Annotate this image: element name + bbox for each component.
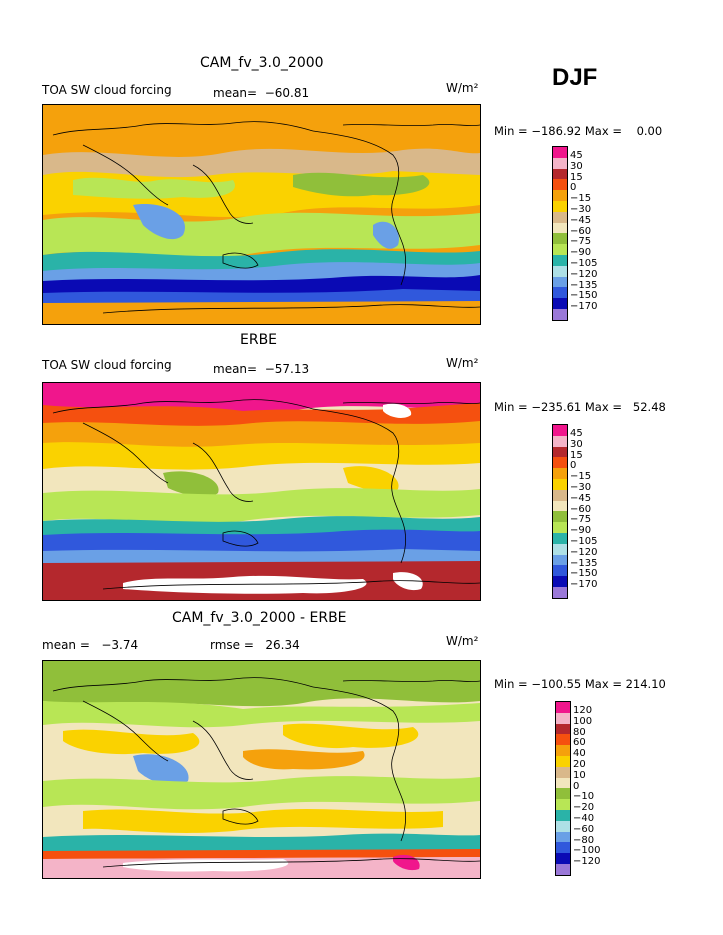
colorbar-tick: 0 [570,182,577,194]
colorbar-tick: −45 [570,492,592,504]
panel-2-colorbar-labels: 45 30 15 0 −15 −30 −45 −60 −75 −90 −105 … [570,428,598,591]
colorbar-tick: 100 [573,715,593,727]
colorbar-tick: 30 [570,438,583,450]
colorbar-tick: −30 [570,481,592,493]
colorbar-tick: −20 [573,802,595,814]
colorbar-tick: 0 [570,460,577,472]
panel-3-units: W/m² [446,634,479,648]
panel-1-colorbar [552,146,568,321]
colorbar-tick: −90 [570,525,592,537]
colorbar-tick: −150 [570,290,598,302]
colorbar-tick: −105 [570,535,598,547]
colorbar-tick: 15 [570,449,583,461]
panel-1-min-max: Min = −186.92 Max = 0.00 [494,124,663,138]
colorbar-tick: −10 [573,791,595,803]
colorbar-tick: −15 [570,471,592,483]
colorbar-tick: −60 [570,225,592,237]
panel-3-colorbar [555,701,571,876]
colorbar-tick: −75 [570,236,592,248]
panel-3-title: CAM_fv_3.0_2000 - ERBE [172,610,347,626]
colorbar-tick: 45 [570,150,583,161]
colorbar-tick: −60 [573,823,595,835]
colorbar-tick: 120 [573,705,593,716]
colorbar-tick: 80 [573,726,586,738]
colorbar-tick: 20 [573,758,586,770]
colorbar-tick: −120 [570,546,598,558]
colorbar-tick: −100 [573,845,601,857]
colorbar-tick: 15 [570,171,583,183]
panel-2-title: ERBE [240,332,278,348]
panel-3-rmse: rmse = 26.34 [210,638,300,652]
panel-2-min-max: Min = −235.61 Max = 52.48 [494,400,666,414]
panel-3-mean: mean = −3.74 [42,638,139,652]
panel-1-mean: mean= −60.81 [213,86,310,100]
panel-1-units: W/m² [446,81,479,95]
colorbar-tick: −60 [570,503,592,515]
colorbar-tick: 30 [570,160,583,172]
panel-1-field-label: TOA SW cloud forcing [42,83,172,97]
panel-1-map [42,104,481,325]
season-label: DJF [552,64,598,91]
colorbar-tick: 10 [573,769,586,781]
colorbar-tick: −105 [570,257,598,269]
panel-2-mean: mean= −57.13 [213,362,310,376]
colorbar-tick: −135 [570,557,598,569]
panel-3-map [42,660,481,879]
colorbar-tick: −30 [570,203,592,215]
colorbar-tick: 45 [570,428,583,439]
panel-2-units: W/m² [446,356,479,370]
colorbar-tick: −150 [570,568,598,580]
panel-3-colorbar-labels: 120 100 80 60 40 20 10 0 −10 −20 −40 −60… [573,705,601,868]
colorbar-tick: −120 [573,856,601,868]
colorbar-tick: 60 [573,737,586,749]
colorbar-tick: 0 [573,780,580,792]
panel-3-min-max: Min = −100.55 Max = 214.10 [494,677,666,691]
colorbar-tick: −45 [570,214,592,226]
colorbar-tick: −90 [570,247,592,259]
panel-2-colorbar [552,424,568,599]
colorbar-tick: 40 [573,748,586,760]
panel-2-map [42,382,481,601]
colorbar-tick: −170 [570,301,598,313]
colorbar-tick: −75 [570,514,592,526]
colorbar-tick: −135 [570,279,598,291]
colorbar-tick: −170 [570,579,598,591]
panel-2-field-label: TOA SW cloud forcing [42,358,172,372]
colorbar-tick: −120 [570,268,598,280]
panel-1-colorbar-labels: 45 30 15 0 −15 −30 −45 −60 −75 −90 −105 … [570,150,598,313]
colorbar-tick: −80 [573,834,595,846]
panel-1-title: CAM_fv_3.0_2000 [200,55,324,71]
colorbar-tick: −40 [573,812,595,824]
colorbar-tick: −15 [570,193,592,205]
